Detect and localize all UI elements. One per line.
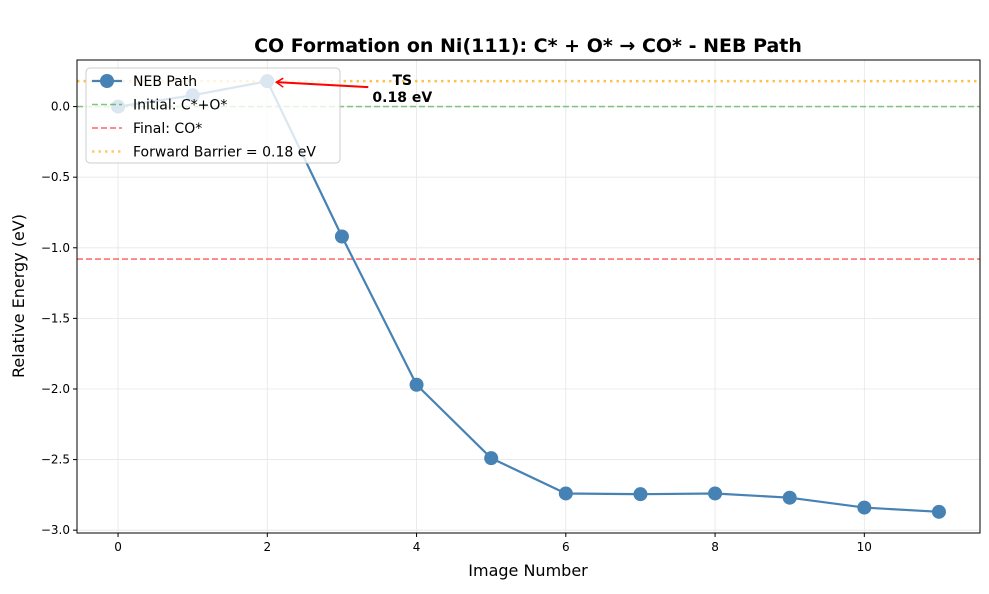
grid xyxy=(77,60,980,533)
legend-label: Initial: C*+O* xyxy=(133,98,227,114)
ts-energy-label: 0.18 eV xyxy=(372,90,432,106)
legend-label: Final: CO* xyxy=(133,121,202,137)
y-tick-label: −1.0 xyxy=(41,241,70,255)
ts-arrow xyxy=(276,81,369,89)
y-tick-label: −2.5 xyxy=(41,453,70,467)
legend-label: NEB Path xyxy=(133,74,197,90)
data-point xyxy=(633,487,648,502)
x-tick-label: 8 xyxy=(711,540,719,554)
y-tick-label: −1.5 xyxy=(41,311,70,325)
data-point xyxy=(558,486,573,501)
x-tick-label: 10 xyxy=(857,540,872,554)
x-tick-label: 6 xyxy=(562,540,570,554)
x-tick-label: 2 xyxy=(263,540,271,554)
data-point xyxy=(708,486,723,501)
legend-marker xyxy=(100,74,114,88)
y-tick-label: −3.0 xyxy=(41,523,70,537)
legend-label: Forward Barrier = 0.18 eV xyxy=(133,145,316,161)
data-point xyxy=(931,504,946,519)
y-tick-label: −2.0 xyxy=(41,382,70,396)
x-tick-label: 0 xyxy=(114,540,122,554)
plot-frame xyxy=(76,59,981,534)
ts-annotation: TS 0.18 eV xyxy=(274,73,432,106)
chart-title: CO Formation on Ni(111): C* + O* → CO* -… xyxy=(254,35,802,57)
ticks: 0 2 4 6 8 10 0.0 −0.5 −1.0 −1.5 −2.0 −2.5 −3.0 xyxy=(41,100,872,554)
ts-label: TS xyxy=(392,73,412,89)
y-tick-label: −0.5 xyxy=(41,170,70,184)
x-axis-label: Image Number xyxy=(468,561,588,580)
data-point xyxy=(782,490,797,505)
data-point xyxy=(484,451,499,466)
legend: NEB Path Initial: C*+O* Final: CO* Forward … xyxy=(85,67,341,164)
data-point xyxy=(857,500,872,515)
data-point xyxy=(409,377,424,392)
y-axis-label: Relative Energy (eV) xyxy=(9,214,28,378)
data-point xyxy=(334,229,349,244)
y-tick-label: 0.0 xyxy=(51,100,70,114)
ts-arrow-head xyxy=(274,77,284,88)
x-tick-label: 4 xyxy=(413,540,421,554)
